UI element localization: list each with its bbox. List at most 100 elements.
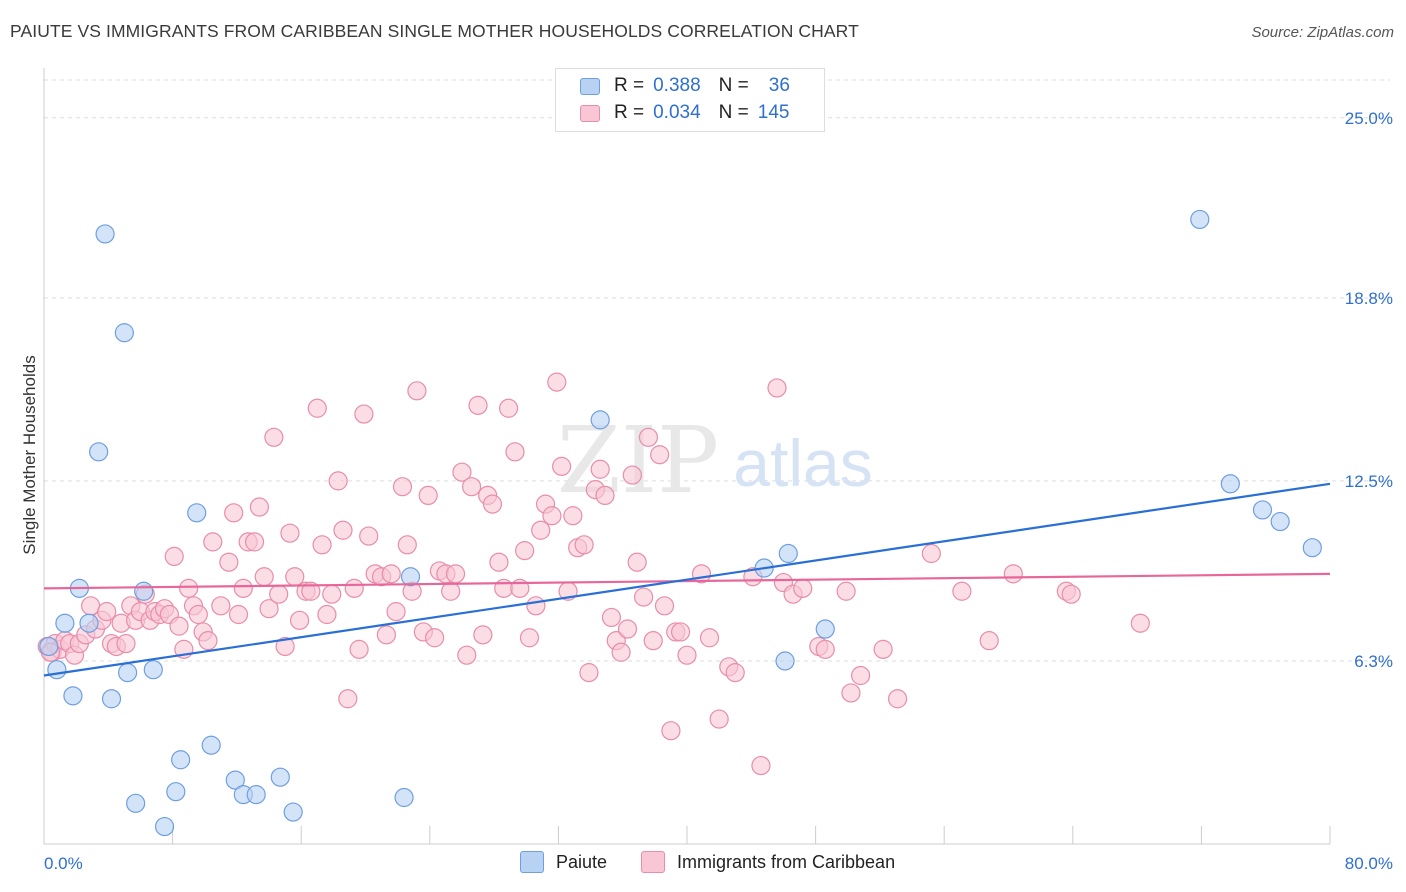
legend-row-paiute: R = 0.388 N = 36 [556, 73, 790, 99]
caribbean-point [233, 578, 253, 598]
caribbean-point [269, 584, 289, 604]
paiute-point [1270, 511, 1290, 532]
caribbean-point [344, 578, 364, 598]
caribbean-point [595, 485, 615, 506]
y-tick-label: 6.3% [1354, 652, 1393, 671]
paiute-point [101, 689, 122, 709]
paiute-point [154, 816, 175, 837]
caribbean-point [1130, 613, 1150, 633]
caribbean-point [280, 523, 300, 543]
caribbean-point [841, 683, 861, 703]
y-tick-label: 18.8% [1345, 289, 1393, 308]
caribbean-point [873, 639, 893, 659]
paiute-point [126, 793, 146, 813]
legend-swatch-paiute [520, 851, 544, 873]
legend-item-paiute[interactable]: Paiute [520, 851, 607, 873]
caribbean-point [203, 532, 223, 552]
paiute-point [590, 410, 610, 430]
caribbean-point [254, 567, 274, 587]
caribbean-point [793, 578, 813, 598]
series-legend: Paiute Immigrants from Caribbean [0, 851, 1406, 877]
caribbean-point [285, 567, 305, 587]
caribbean-point [275, 636, 295, 657]
caribbean-point [211, 596, 231, 616]
caribbean-point [289, 610, 310, 630]
caribbean-point [307, 398, 327, 418]
caribbean-point [542, 506, 562, 526]
caribbean-point [407, 381, 427, 401]
caribbean-point [836, 581, 856, 601]
legend-r-label: R = [614, 102, 645, 123]
caribbean-point [751, 755, 771, 776]
paiute-point [775, 651, 795, 671]
caribbean-point [188, 604, 208, 625]
legend-row-caribbean: R = 0.034 N = 145 [556, 100, 789, 126]
paiute-point [114, 323, 134, 343]
series-paiute [39, 209, 1322, 837]
caribbean-point [322, 584, 342, 604]
paiute-point [225, 770, 245, 790]
legend-n-value: 36 [768, 75, 790, 96]
caribbean-point [452, 462, 472, 482]
paiute-point [1302, 538, 1322, 558]
caribbean-point [531, 520, 551, 540]
caribbean-point [526, 596, 546, 616]
caribbean-point [198, 631, 218, 651]
caribbean-point [654, 596, 675, 616]
caribbean-point [498, 398, 519, 418]
caribbean-point [349, 639, 369, 659]
paiute-point [63, 686, 83, 706]
legend-label-paiute: Paiute [556, 851, 608, 872]
caribbean-point [670, 622, 691, 642]
caribbean-point [376, 625, 396, 645]
series-immigrants-from-caribbean [37, 372, 1150, 776]
watermark-atlas: atlas [733, 426, 872, 500]
paiute-point [55, 613, 75, 633]
caribbean-point [579, 663, 599, 683]
caribbean-point [381, 564, 401, 584]
legend-swatch-paiute [580, 77, 600, 95]
caribbean-point [1061, 584, 1081, 604]
caribbean-point [359, 526, 379, 546]
caribbean-point [461, 477, 482, 497]
caribbean-point [627, 552, 647, 572]
caribbean-point [489, 552, 509, 572]
caribbean-point [457, 645, 477, 665]
paiute-point [1190, 209, 1210, 230]
caribbean-point [661, 721, 681, 741]
legend-n-label: N = [718, 102, 749, 123]
y-tick-label: 12.5% [1345, 472, 1393, 491]
paiute-point [187, 503, 207, 523]
caribbean-point [887, 689, 908, 709]
caribbean-point [301, 581, 321, 601]
caribbean-point [725, 663, 745, 683]
caribbean-point [515, 541, 535, 561]
source-label: Source: ZipAtlas.com [1251, 24, 1394, 41]
caribbean-point [425, 628, 445, 648]
paiute-point [1252, 500, 1273, 520]
x-tick-label: 0.0% [44, 854, 83, 873]
caribbean-point [169, 616, 189, 636]
paiute-point [143, 660, 163, 680]
legend-item-caribbean[interactable]: Immigrants from Caribbean [641, 851, 895, 873]
caribbean-point [633, 587, 654, 607]
caribbean-point [617, 619, 638, 639]
caribbean-point [952, 581, 972, 601]
caribbean-point [643, 631, 663, 651]
y-tick-label: 25.0% [1345, 109, 1393, 128]
paiute-point [246, 785, 266, 805]
trend-line-paiute [43, 482, 1331, 677]
paiute-point [134, 581, 154, 601]
caribbean-point [519, 628, 540, 648]
paiute-point [283, 802, 303, 822]
paiute-point [39, 636, 59, 657]
caribbean-point [418, 485, 438, 506]
paiute-point [270, 767, 290, 787]
paiute-point [95, 224, 115, 244]
caribbean-point [650, 445, 670, 465]
caribbean-point [590, 459, 610, 479]
caribbean-point [574, 535, 594, 555]
paiute-point [166, 782, 186, 802]
caribbean-point [164, 546, 184, 567]
